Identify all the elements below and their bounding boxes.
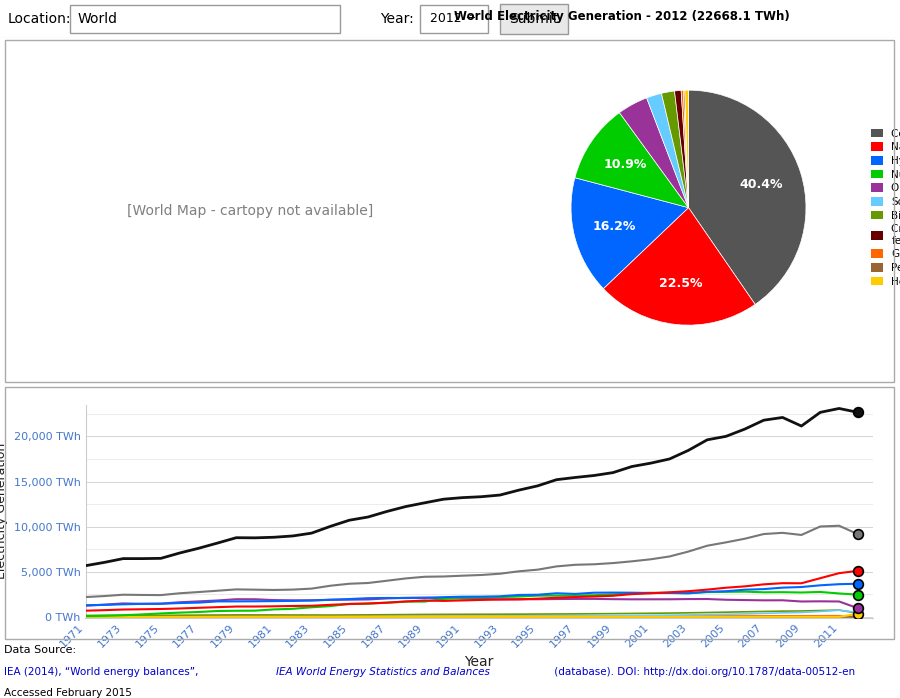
Text: [World Map - cartopy not available]: [World Map - cartopy not available] [127,204,373,218]
Wedge shape [688,90,806,304]
Wedge shape [646,94,688,208]
Text: Submit: Submit [509,12,559,26]
Text: 16.2%: 16.2% [593,220,636,233]
Text: 10.9%: 10.9% [604,158,647,171]
Text: Data Source:: Data Source: [4,646,76,655]
FancyBboxPatch shape [70,4,340,34]
Legend: Coal and coal products, Natural gas, Hydro, Nuclear, Oil products, Solar/wind/ot: Coal and coal products, Natural gas, Hyd… [867,124,900,291]
Text: Accessed February 2015: Accessed February 2015 [4,688,132,698]
Text: World: World [78,12,118,26]
Y-axis label: Electricity Generation: Electricity Generation [0,443,8,579]
Text: 40.4%: 40.4% [740,179,783,191]
Wedge shape [685,90,688,208]
Text: World Electricity Generation - 2012 (22668.1 TWh): World Electricity Generation - 2012 (226… [454,10,789,22]
Text: Year:: Year: [380,12,414,26]
Wedge shape [662,91,688,208]
Wedge shape [571,178,688,288]
Wedge shape [681,90,688,208]
Text: IEA World Energy Statistics and Balances: IEA World Energy Statistics and Balances [276,667,491,676]
Wedge shape [619,98,688,208]
FancyBboxPatch shape [500,3,568,34]
Wedge shape [575,112,688,208]
Text: Location:: Location: [8,12,71,26]
Wedge shape [603,208,755,325]
Wedge shape [683,90,688,208]
Text: IEA (2014), “World energy balances”,: IEA (2014), “World energy balances”, [4,667,202,676]
Wedge shape [674,91,688,208]
Text: 22.5%: 22.5% [659,277,702,290]
FancyBboxPatch shape [420,4,488,34]
Text: 2012 ÷: 2012 ÷ [430,13,476,25]
X-axis label: Year: Year [464,655,494,669]
Text: (database). DOI: http://dx.doi.org/10.1787/data-00512-en: (database). DOI: http://dx.doi.org/10.17… [551,667,855,676]
